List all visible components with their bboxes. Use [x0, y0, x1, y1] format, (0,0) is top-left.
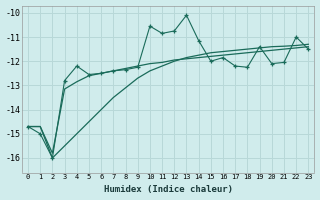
X-axis label: Humidex (Indice chaleur): Humidex (Indice chaleur) — [104, 185, 233, 194]
